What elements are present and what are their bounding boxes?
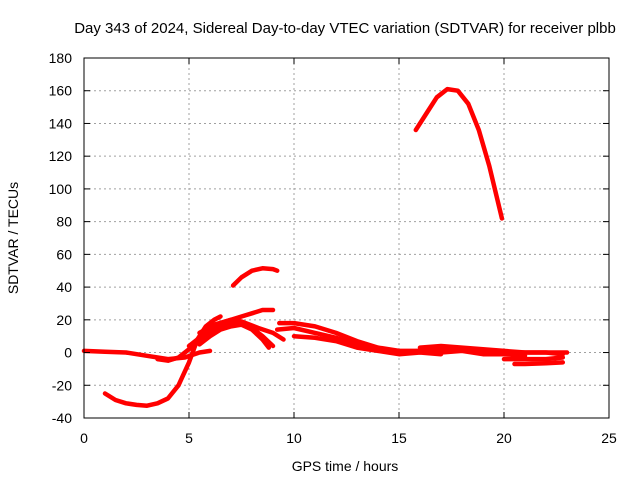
- y-tick-label: 40: [56, 279, 72, 295]
- chart-title: Day 343 of 2024, Sidereal Day-to-day VTE…: [74, 20, 616, 37]
- series-arc-12: [501, 355, 566, 362]
- series-arc-11: [417, 343, 566, 357]
- plot-frame: [83, 57, 610, 419]
- y-tick-label: 20: [56, 312, 72, 328]
- x-tick-label: 20: [496, 430, 512, 446]
- y-tick-label: 80: [56, 214, 72, 230]
- series-arc-10: [291, 333, 444, 357]
- y-axis-label: SDTVAR / TECUs: [5, 182, 21, 294]
- x-tick-label: 0: [80, 430, 88, 446]
- x-tick-label: 5: [185, 430, 193, 446]
- series-arc-7: [230, 266, 280, 288]
- x-tick-label: 15: [391, 430, 407, 446]
- y-tick-label: 180: [49, 50, 73, 66]
- series-arc-5: [197, 322, 272, 350]
- series-arc-13: [512, 360, 566, 367]
- series-arc-6: [197, 317, 286, 342]
- x-tick-label: 10: [286, 430, 302, 446]
- series-arc-14: [413, 86, 505, 221]
- y-tick-label: 120: [49, 148, 73, 164]
- data-series: [81, 86, 570, 408]
- y-tick-label: -40: [52, 410, 72, 426]
- y-tick-label: 60: [56, 246, 72, 262]
- axis-ticks: 0 5 10 15 20 25 -40 -20 0 20 40 60 80 100 120 140 160 180: [49, 50, 617, 446]
- y-tick-label: 160: [49, 83, 73, 99]
- series-arc-2: [102, 314, 223, 408]
- y-tick-label: 0: [64, 345, 72, 361]
- y-tick-label: 100: [49, 181, 73, 197]
- x-axis-label: GPS time / hours: [292, 458, 399, 474]
- y-tick-label: 140: [49, 115, 73, 131]
- x-tick-label: 25: [601, 430, 617, 446]
- y-tick-label: -20: [52, 377, 72, 393]
